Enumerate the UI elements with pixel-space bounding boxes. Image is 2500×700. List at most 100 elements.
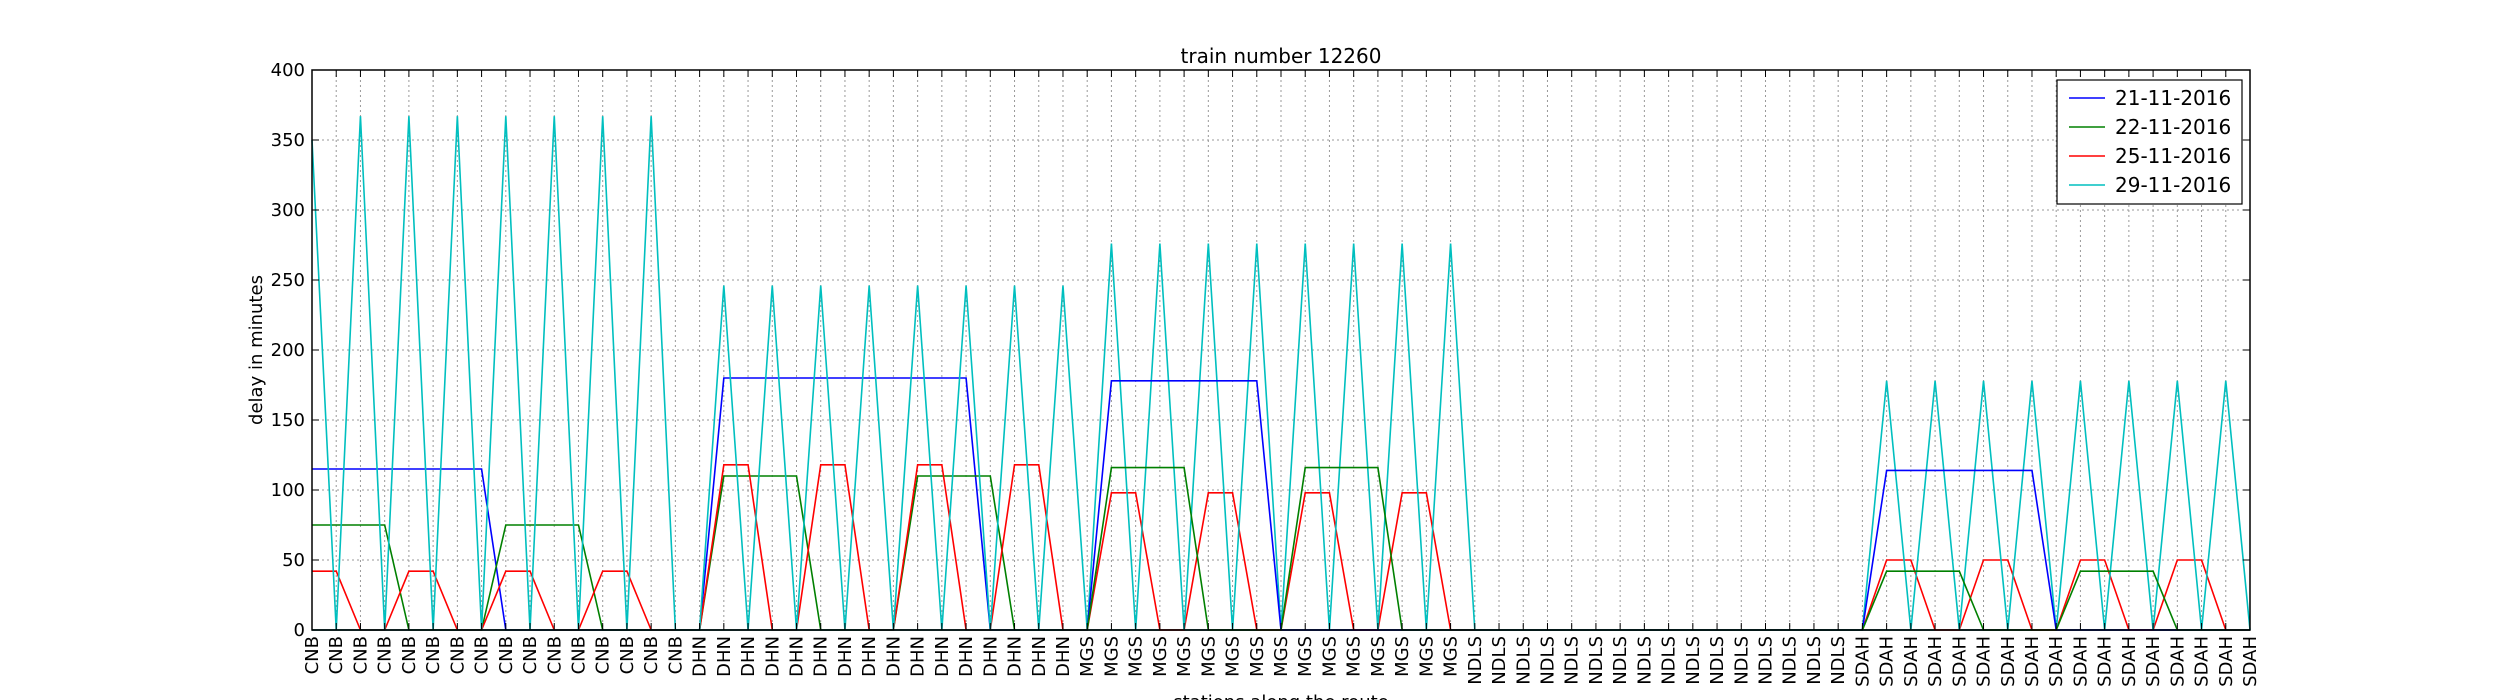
x-tick-label: SDAH [2240, 636, 2261, 687]
x-tick-label: NDLS [1804, 636, 1825, 685]
x-tick-label: DHN [956, 636, 977, 677]
x-tick-label: NDLS [1707, 636, 1728, 685]
x-tick-label: SDAH [2192, 636, 2213, 687]
x-tick-label: CNB [496, 636, 517, 674]
x-tick-label: DHN [690, 636, 711, 677]
x-tick-label: CNB [544, 636, 565, 674]
x-tick-label: NDLS [1562, 636, 1583, 685]
x-axis-label: stations along the route [1173, 692, 1388, 700]
x-tick-label: DHN [787, 636, 808, 677]
x-tick-label: SDAH [2022, 636, 2043, 687]
x-tick-label: MGS [1295, 636, 1316, 677]
x-tick-label: SDAH [2119, 636, 2140, 687]
x-tick-label: MGS [1344, 636, 1365, 677]
x-tick-label: DHN [738, 636, 759, 677]
x-tick-label: SDAH [2143, 636, 2164, 687]
x-tick-label: NDLS [1756, 636, 1777, 685]
x-tick-label: NDLS [1610, 636, 1631, 685]
y-tick-label: 200 [271, 340, 305, 361]
y-tick-label: 400 [271, 60, 305, 81]
legend-entry: 22-11-2016 [2115, 115, 2231, 139]
x-tick-label: DHN [835, 636, 856, 677]
x-tick-label: CNB [326, 636, 347, 674]
x-tick-label: DHN [811, 636, 832, 677]
x-tick-label: NDLS [1683, 636, 1704, 685]
x-tick-label: SDAH [2167, 636, 2188, 687]
x-tick-label: MGS [1223, 636, 1244, 677]
y-tick-label: 150 [271, 410, 305, 431]
x-tick-label: SDAH [1852, 636, 1873, 687]
x-tick-label: CNB [399, 636, 420, 674]
grid [312, 70, 2250, 630]
x-tick-label: MGS [1319, 636, 1340, 677]
x-tick-label: CNB [423, 636, 444, 674]
x-tick-label: DHN [908, 636, 929, 677]
x-tick-label: NDLS [1489, 636, 1510, 685]
x-tick-label: SDAH [1974, 636, 1995, 687]
x-tick-label: CNB [375, 636, 396, 674]
y-axis-label: delay in minutes [246, 275, 267, 425]
series-lines [311, 116, 2251, 631]
x-tick-label: DHN [1005, 636, 1026, 677]
y-tick-label: 250 [271, 270, 305, 291]
y-tick-label: 300 [271, 200, 305, 221]
x-tick-label: CNB [593, 636, 614, 674]
legend-entry: 21-11-2016 [2115, 86, 2231, 110]
y-tick-label: 100 [271, 480, 305, 501]
x-tick-label: CNB [350, 636, 371, 674]
x-tick-label: CNB [302, 636, 323, 674]
x-tick-label: NDLS [1465, 636, 1486, 685]
x-tick-label: CNB [665, 636, 686, 674]
x-tick-label: CNB [568, 636, 589, 674]
legend-entry: 29-11-2016 [2115, 173, 2231, 197]
x-tick-label: MGS [1174, 636, 1195, 677]
x-tick-label: NDLS [1780, 636, 1801, 685]
x-tick-label: MGS [1416, 636, 1437, 677]
x-tick-label: SDAH [1877, 636, 1898, 687]
legend-box [2056, 79, 2243, 205]
chart-title: train number 12260 [1181, 44, 1382, 68]
x-tick-label: SDAH [2095, 636, 2116, 687]
x-tick-label: DHN [932, 636, 953, 677]
x-tick-label: NDLS [1586, 636, 1607, 685]
x-tick-label: DHN [1053, 636, 1074, 677]
x-tick-label: MGS [1077, 636, 1098, 677]
legend-entry: 25-11-2016 [2115, 144, 2231, 168]
series-line-3 [311, 116, 2251, 631]
y-tick-label: 350 [271, 130, 305, 151]
x-tick-label: MGS [1392, 636, 1413, 677]
x-tick-label: SDAH [1998, 636, 2019, 687]
x-tick-label: MGS [1126, 636, 1147, 677]
x-tick-label: MGS [1150, 636, 1171, 677]
x-tick-label: MGS [1441, 636, 1462, 677]
x-tick-label: DHN [1029, 636, 1050, 677]
x-tick-label: SDAH [1949, 636, 1970, 687]
x-tick-label: SDAH [1925, 636, 1946, 687]
x-tick-label: MGS [1101, 636, 1122, 677]
x-tick-label: NDLS [1513, 636, 1534, 685]
x-tick-label: CNB [472, 636, 493, 674]
x-tick-label: SDAH [2216, 636, 2237, 687]
x-tick-label: SDAH [2070, 636, 2091, 687]
x-tick-label: NDLS [1828, 636, 1849, 685]
x-tick-label: NDLS [1537, 636, 1558, 685]
y-tick-label: 50 [282, 550, 305, 571]
x-tick-label: DHN [883, 636, 904, 677]
x-tick-label: NDLS [1659, 636, 1680, 685]
x-tick-label: NDLS [1731, 636, 1752, 685]
legend: 21-11-2016 22-11-2016 25-11-2016 29-11-2016 [2056, 79, 2243, 205]
x-tick-label: CNB [617, 636, 638, 674]
x-tick-label: DHN [714, 636, 735, 677]
x-tick-label: DHN [980, 636, 1001, 677]
x-tick-label: MGS [1198, 636, 1219, 677]
x-tick-label: DHN [859, 636, 880, 677]
x-tick-label: MGS [1247, 636, 1268, 677]
x-tick-label: CNB [520, 636, 541, 674]
x-tick-label: MGS [1368, 636, 1389, 677]
x-tick-label: SDAH [1901, 636, 1922, 687]
y-tick-label: 0 [294, 620, 305, 641]
x-tick-label: CNB [641, 636, 662, 674]
x-tick-label: NDLS [1634, 636, 1655, 685]
